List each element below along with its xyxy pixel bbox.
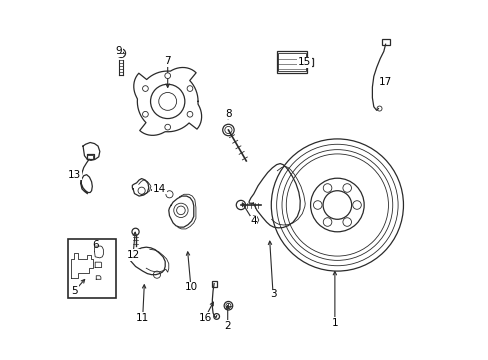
Text: 2: 2: [224, 321, 230, 331]
Bar: [278, 53, 305, 71]
Text: 9: 9: [115, 46, 122, 57]
Text: 17: 17: [378, 77, 391, 87]
Text: 6: 6: [92, 240, 98, 250]
Circle shape: [142, 111, 148, 117]
Circle shape: [323, 184, 331, 192]
Text: 7: 7: [164, 57, 171, 66]
Text: 1: 1: [331, 318, 338, 328]
Text: 13: 13: [68, 170, 81, 180]
Circle shape: [323, 218, 331, 226]
Text: 5: 5: [71, 286, 78, 296]
Text: 8: 8: [224, 109, 231, 118]
Bar: [381, 39, 389, 45]
Circle shape: [342, 218, 351, 226]
Text: 11: 11: [136, 312, 149, 323]
Text: 15: 15: [297, 57, 310, 67]
Bar: [211, 281, 216, 287]
Circle shape: [164, 73, 170, 78]
Text: 12: 12: [126, 250, 140, 260]
Circle shape: [187, 111, 192, 117]
Text: 3: 3: [269, 289, 276, 299]
Circle shape: [313, 201, 322, 209]
Text: 10: 10: [184, 282, 197, 292]
Text: 16: 16: [198, 312, 211, 323]
Bar: [67, 239, 116, 298]
Circle shape: [164, 124, 170, 130]
Circle shape: [187, 86, 192, 91]
Bar: [306, 58, 312, 66]
Text: 4: 4: [249, 216, 256, 226]
Circle shape: [342, 184, 351, 192]
Text: 14: 14: [153, 184, 166, 194]
Circle shape: [352, 201, 361, 209]
Bar: [276, 51, 306, 73]
Circle shape: [142, 86, 148, 91]
